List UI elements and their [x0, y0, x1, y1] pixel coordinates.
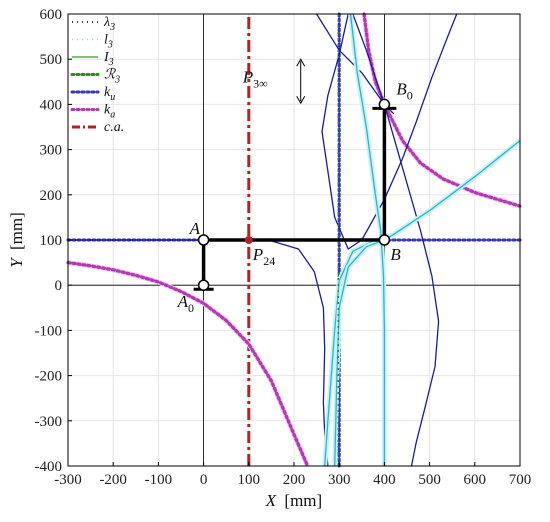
- series-cubic_left: [67, 239, 329, 467]
- joint-marker-A: [197, 234, 210, 246]
- y-axis-ticks: -400 -300 -200 -100 0 100 200 300 400 500 600: [35, 7, 72, 475]
- joint-label-B: B: [390, 245, 401, 264]
- annotation-arrow-head-down: [296, 96, 306, 105]
- joint-marker-B: [378, 234, 391, 246]
- x-tick-label: 400: [373, 472, 396, 488]
- legend-label-R3: ℛ3: [104, 68, 120, 86]
- y-tick-label: 400: [40, 97, 63, 113]
- y-tick-label: 100: [40, 233, 63, 249]
- x-tick-label: 500: [418, 472, 441, 488]
- x-axis-unit: [mm]: [284, 491, 322, 510]
- x-axis-var: X: [265, 491, 277, 510]
- joint-marker-P24: [244, 236, 253, 244]
- y-axis-var: Y: [7, 257, 26, 268]
- joint-label-A: A: [189, 219, 201, 238]
- y-tick-label: 500: [40, 52, 63, 68]
- x-axis-label: X [mm]: [265, 491, 322, 510]
- y-tick-label: 300: [40, 143, 63, 159]
- series-l3_b: [324, 139, 521, 467]
- x-tick-label: 200: [283, 472, 306, 488]
- y-axis-unit: [mm]: [7, 212, 26, 250]
- joint-marker-B0: [378, 98, 391, 111]
- x-tick-label: 100: [238, 472, 261, 488]
- series-ka_right: [362, 12, 522, 208]
- legend-label-l3: l3: [104, 33, 113, 51]
- x-tick-label: -200: [99, 472, 127, 488]
- y-tick-label: -100: [35, 323, 63, 339]
- series-ka_left: [66, 261, 310, 468]
- legend-label-ka: ka: [104, 103, 115, 121]
- x-tick-label: 600: [464, 472, 487, 488]
- y-tick-label: 200: [40, 188, 63, 204]
- y-tick-label: -200: [35, 369, 63, 385]
- x-tick-label: -300: [54, 472, 82, 488]
- joint-label-P24: P24: [252, 245, 275, 268]
- annotation-P3inf: P3∞: [242, 67, 268, 90]
- y-tick-label: -300: [35, 414, 63, 430]
- series-l3_a: [349, 13, 386, 467]
- x-axis-ticks: -300 -200 -100 0 100 200 300 400 500 600 700: [54, 462, 531, 488]
- joint-label-A0: A0: [177, 292, 194, 315]
- legend-label-lambda3: λ3: [103, 15, 115, 33]
- x-tick-label: 700: [509, 472, 532, 488]
- y-tick-label: 0: [55, 278, 63, 294]
- legend-label-I3: I3: [103, 50, 114, 68]
- annotations: P3∞: [242, 58, 306, 105]
- series-cubic_right_upper: [321, 13, 458, 250]
- legend-label-ku: ku: [104, 85, 115, 103]
- annotation-arrow-head-up: [296, 58, 306, 67]
- series-cubic_right_lower: [321, 13, 349, 133]
- joint-label-B0: B0: [396, 79, 412, 102]
- joint-marker-A0: [197, 279, 210, 291]
- x-tick-label: 300: [328, 472, 351, 488]
- x-tick-label: -100: [145, 472, 173, 488]
- chart-curves: [66, 12, 522, 468]
- y-axis-label: Y [mm]: [7, 212, 26, 268]
- y-tick-label: -400: [35, 459, 63, 475]
- y-tick-label: 600: [40, 7, 63, 23]
- mechanism-joints: A B A0 B0 P24: [177, 79, 413, 315]
- x-tick-label: 0: [200, 472, 208, 488]
- series-cubic_arc: [352, 13, 440, 467]
- legend-label-ca: c.a.: [104, 120, 124, 135]
